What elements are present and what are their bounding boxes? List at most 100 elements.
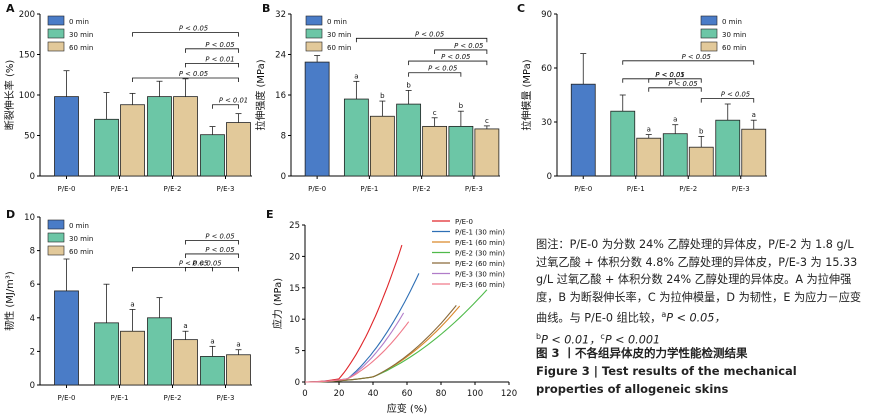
- significance-label: P < 0.05: [454, 42, 483, 50]
- significance-bracket: [185, 267, 213, 272]
- y-axis-label: 拉伸模量 (MPa): [520, 59, 533, 130]
- significance-label: P < 0.05: [721, 91, 750, 99]
- bar-p/e-2-60min: [688, 146, 714, 177]
- sig-b-text: P < 0.01，: [541, 333, 601, 347]
- figure-caption-body: 图注：P/E-0 为分数 24% 乙醇处理的异体皮，P/E-2 为 1.8 g/…: [536, 236, 862, 349]
- sig-c-text: P < 0.001: [604, 333, 661, 347]
- bar-p/e-1-30min: [94, 322, 119, 386]
- significance-label: P < 0.05: [179, 259, 208, 267]
- bar-p/e-2-60min: [422, 125, 448, 177]
- legend-label: 0 min: [722, 18, 742, 26]
- bar-p/e-2-60min: [173, 339, 198, 386]
- x-tick-label: P/E-2: [413, 185, 431, 193]
- legend-label: 0 min: [69, 222, 89, 230]
- y-tick-label: 32: [275, 10, 286, 20]
- caption-text: 图注：P/E-0 为分数 24% 乙醇处理的异体皮，P/E-2 为 1.8 g/…: [536, 238, 862, 326]
- significance-bracket: [648, 78, 676, 83]
- legend-label: P/E-3 (30 min): [455, 271, 505, 279]
- sig-a-mark: a: [661, 310, 667, 320]
- x-tick-label: P/E-2: [164, 394, 182, 402]
- bar-p/e-3-30min: [448, 125, 474, 177]
- y-tick-label: 0: [30, 172, 35, 182]
- legend-label: 60 min: [69, 248, 93, 256]
- bar-p/e-2-30min: [147, 96, 172, 177]
- y-tick-label: 5: [295, 347, 300, 357]
- y-tick-label: 0: [30, 381, 35, 391]
- bar-p/e-3-30min: [200, 134, 225, 177]
- legend-swatch: [700, 41, 718, 52]
- x-tick-label: 100: [467, 389, 483, 399]
- legend-swatch: [305, 15, 323, 26]
- bar-p/e-3-60min: [226, 122, 251, 177]
- panel-letter: C: [517, 2, 525, 15]
- significance-letter: b: [699, 127, 704, 135]
- bar-p/e-0-0min: [570, 83, 596, 177]
- legend-label: 60 min: [327, 44, 351, 52]
- bar-p/e-0-0min: [54, 96, 79, 177]
- curve-p-e-1-30-min-: [305, 273, 420, 383]
- x-tick-label: P/E-0: [308, 185, 326, 193]
- legend-label: 30 min: [69, 31, 93, 39]
- curve-p-e-2-60-min-: [305, 305, 457, 383]
- significance-bracket: [185, 240, 239, 245]
- significance-letter: a: [752, 111, 756, 119]
- x-tick-label: P/E-1: [627, 185, 645, 193]
- significance-letter: b: [380, 92, 385, 100]
- legend-swatch: [47, 15, 65, 26]
- x-tick-label: 0: [302, 389, 307, 399]
- bar-p/e-3-60min: [741, 128, 767, 177]
- significance-letter: a: [236, 341, 240, 349]
- significance-letter: c: [433, 109, 437, 117]
- significance-bracket: [185, 253, 239, 258]
- legend-label: 30 min: [722, 31, 746, 39]
- bar-p/e-1-30min: [610, 110, 636, 177]
- x-tick-label: 80: [436, 389, 447, 399]
- legend-label: 0 min: [69, 18, 89, 26]
- y-tick-label: 6: [30, 280, 35, 290]
- significance-letter: a: [647, 126, 651, 134]
- significance-label: P < 0.05: [668, 80, 697, 88]
- y-tick-label: 8: [30, 247, 35, 257]
- significance-letter: a: [130, 300, 134, 308]
- bar-p/e-1-60min: [120, 104, 145, 177]
- significance-label: P < 0.05: [441, 53, 470, 61]
- significance-bracket: [700, 98, 755, 103]
- x-tick-label: P/E-3: [217, 394, 235, 402]
- x-tick-label: 40: [368, 389, 379, 399]
- significance-letter: c: [485, 117, 489, 125]
- bar-p/e-2-60min: [173, 96, 198, 177]
- x-tick-label: P/E-1: [360, 185, 378, 193]
- y-tick-label: 30: [541, 118, 552, 128]
- legend-label: 60 min: [722, 44, 746, 52]
- bar-p/e-2-30min: [662, 133, 688, 177]
- y-tick-label: 90: [541, 10, 552, 20]
- bar-p/e-1-60min: [120, 330, 145, 386]
- y-axis-label: 应力 (MPa): [271, 278, 284, 329]
- legend-swatch: [47, 219, 65, 230]
- x-tick-label: P/E-2: [164, 185, 182, 193]
- x-axis-label: 应变 (%): [387, 402, 428, 415]
- significance-bracket: [408, 60, 488, 66]
- x-tick-label: 20: [334, 389, 345, 399]
- significance-label: P < 0.05: [682, 53, 711, 61]
- significance-bracket: [212, 104, 239, 109]
- significance-letter: a: [354, 72, 358, 80]
- significance-label: P < 0.05: [179, 25, 208, 33]
- significance-label: P < 0.05: [205, 41, 234, 49]
- bar-p/e-0-0min: [54, 290, 79, 386]
- legend-label: P/E-3 (60 min): [455, 281, 505, 289]
- significance-label: P < 0.05: [192, 259, 221, 267]
- significance-label: P < 0.05: [179, 70, 208, 78]
- x-tick-label: P/E-0: [574, 185, 592, 193]
- bar-p/e-1-30min: [94, 118, 119, 177]
- significance-letter: a: [673, 116, 677, 124]
- significance-label: P < 0.05: [205, 233, 234, 241]
- y-tick-label: 0: [547, 172, 552, 182]
- figure-title-cn: 图 3 丨不各组异体皮的力学性能检测结果: [536, 346, 748, 360]
- significance-letter: b: [459, 102, 464, 110]
- legend-label: P/E-1 (60 min): [455, 239, 505, 247]
- sig-b-mark: b: [536, 331, 542, 341]
- x-tick-label: P/E-3: [465, 185, 483, 193]
- legend-label: P/E-0: [455, 218, 473, 226]
- significance-label: P < 0.05: [415, 30, 444, 38]
